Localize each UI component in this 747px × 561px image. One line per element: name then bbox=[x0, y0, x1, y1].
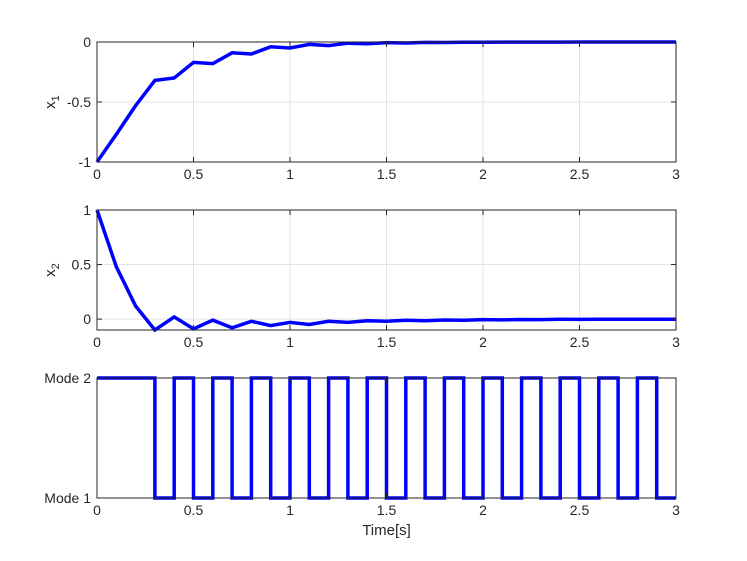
x-tick-label: 0.5 bbox=[184, 334, 204, 350]
x-tick-label: 1.5 bbox=[377, 166, 397, 182]
y-tick-label: 0 bbox=[83, 311, 91, 327]
x-tick-label: 3 bbox=[672, 502, 680, 518]
x-tick-label: 2.5 bbox=[570, 166, 590, 182]
y-tick-label: -1 bbox=[79, 154, 92, 170]
y-tick-label: Mode 2 bbox=[44, 370, 91, 386]
y-axis-label: x2 bbox=[42, 263, 62, 277]
y-tick-label: 1 bbox=[83, 202, 91, 218]
y-axis-label: x1 bbox=[42, 95, 62, 109]
x-tick-label: 3 bbox=[672, 334, 680, 350]
x-tick-label: 2 bbox=[479, 502, 487, 518]
x-tick-label: 0.5 bbox=[184, 502, 204, 518]
y-tick-label: 0.5 bbox=[72, 257, 92, 273]
x-axis-label: Time[s] bbox=[362, 522, 411, 539]
x-tick-label: 3 bbox=[672, 166, 680, 182]
x-tick-label: 1.5 bbox=[377, 334, 397, 350]
x-tick-label: 0 bbox=[93, 502, 101, 518]
x-tick-label: 2.5 bbox=[570, 334, 590, 350]
x-tick-label: 1 bbox=[286, 334, 294, 350]
x-tick-label: 2.5 bbox=[570, 502, 590, 518]
subplot-1: 0 0.5 1 1.5 2 2.5 3 -1 -0.5 0 x1 bbox=[42, 34, 680, 182]
subplot-3: 0 0.5 1 1.5 2 2.5 3 Mode 1 Mode 2 Time[s] bbox=[44, 370, 680, 539]
y-tick-label: 0 bbox=[83, 34, 91, 50]
x-tick-label: 0.5 bbox=[184, 166, 204, 182]
y-tick-label: -0.5 bbox=[67, 94, 91, 110]
x-tick-label: 1 bbox=[286, 502, 294, 518]
x-tick-label: 1.5 bbox=[377, 502, 397, 518]
series-line bbox=[97, 376, 676, 500]
x-tick-label: 0 bbox=[93, 334, 101, 350]
x-tick-label: 2 bbox=[479, 334, 487, 350]
subplot-2: 0 0.5 1 1.5 2 2.5 3 0 0.5 1 x2 bbox=[42, 202, 680, 350]
y-tick-label: Mode 1 bbox=[44, 490, 91, 506]
x-tick-label: 2 bbox=[479, 166, 487, 182]
x-tick-label: 0 bbox=[93, 166, 101, 182]
x-tick-label: 1 bbox=[286, 166, 294, 182]
